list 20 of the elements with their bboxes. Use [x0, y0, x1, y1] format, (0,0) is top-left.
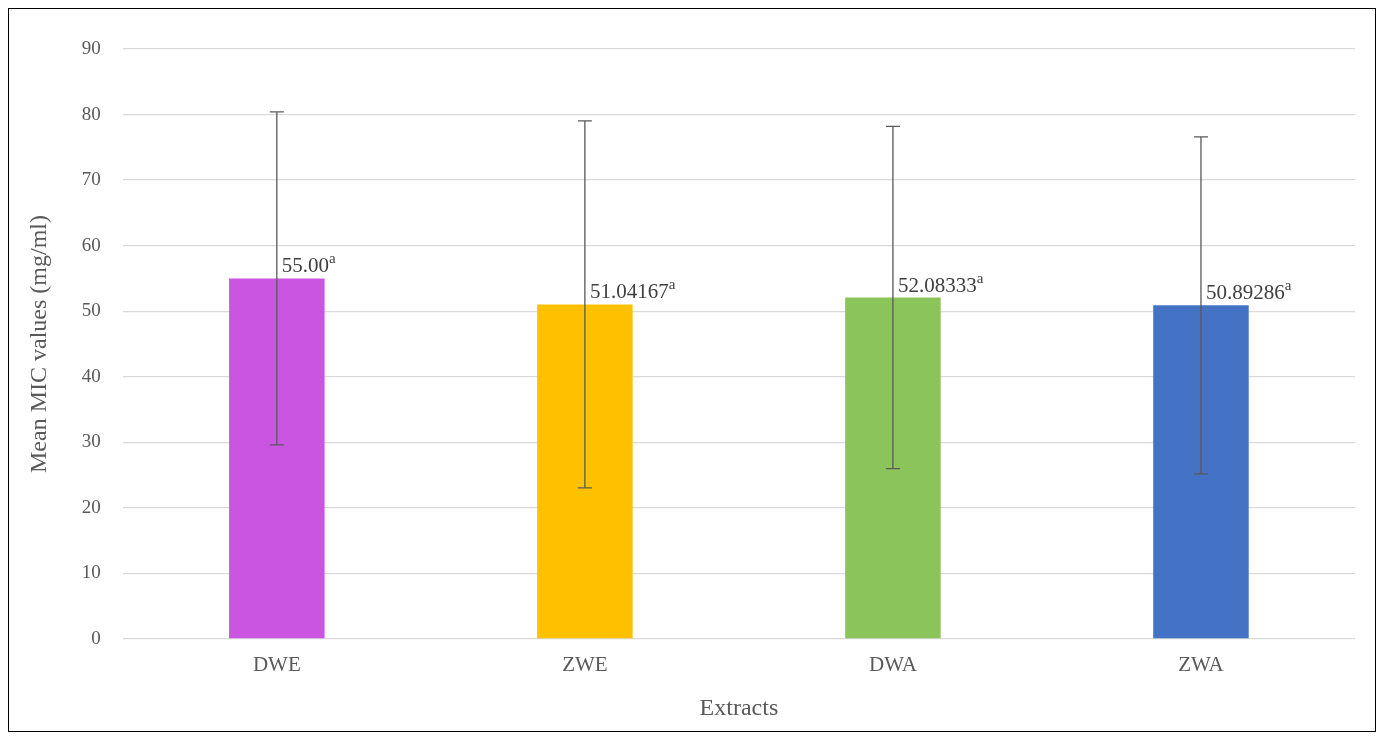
y-tick-label: 50	[81, 299, 101, 321]
y-tick-label: 40	[81, 364, 101, 386]
y-tick-label: 30	[81, 430, 101, 452]
y-axis-title: Mean MIC values (mg/ml)	[24, 215, 51, 473]
bar	[845, 297, 941, 639]
y-tick-label: 70	[81, 168, 101, 190]
x-tick-label: ZWA	[1178, 652, 1225, 677]
x-tick-label: ZWE	[562, 652, 608, 677]
y-tick-label: 60	[81, 233, 101, 255]
bar	[537, 304, 633, 639]
y-tick-label: 90	[81, 36, 101, 58]
x-axis-title: Extracts	[699, 693, 779, 720]
bar	[229, 278, 325, 639]
y-tick-label: 80	[81, 102, 101, 124]
bar	[1153, 305, 1249, 639]
y-tick-label: 0	[91, 626, 101, 648]
x-tick-label: DWE	[252, 652, 301, 677]
y-tick-label: 20	[81, 495, 101, 517]
x-tick-label: DWA	[869, 652, 918, 677]
y-tick-label: 10	[81, 561, 101, 583]
